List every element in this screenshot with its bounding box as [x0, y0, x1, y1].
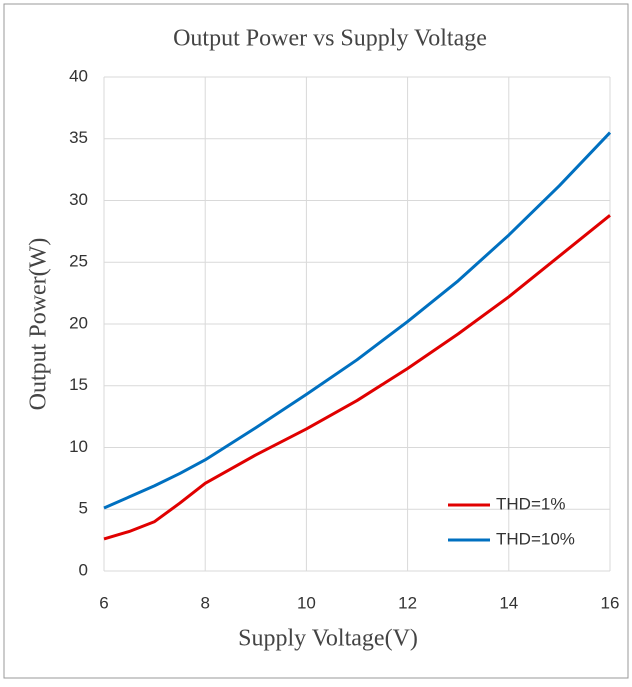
chart-title: Output Power vs Supply Voltage [173, 26, 487, 52]
x-tick-label: 12 [398, 593, 417, 612]
y-tick-label: 20 [69, 313, 88, 332]
y-tick-label: 15 [69, 375, 88, 394]
legend-label: THD=1% [496, 494, 565, 513]
y-axis-label: Output Power(W) [26, 238, 52, 411]
y-tick-label: 40 [69, 66, 88, 85]
line [103, 131, 612, 510]
x-tick-label: 14 [499, 593, 518, 612]
line [103, 214, 611, 541]
y-tick-label: 30 [69, 190, 88, 209]
x-tick-label: 6 [99, 593, 108, 612]
x-tick-label: 10 [297, 593, 316, 612]
y-tick-label: 10 [69, 437, 88, 456]
x-tick-label: 8 [200, 593, 209, 612]
x-axis-label: Supply Voltage(V) [238, 626, 418, 652]
y-tick-label: 0 [79, 560, 88, 579]
frame [3, 3, 629, 679]
x-tick-label: 16 [601, 593, 620, 612]
y-tick-label: 25 [69, 252, 88, 271]
y-tick-label: 35 [69, 128, 88, 147]
legend-label: THD=10% [496, 529, 575, 548]
y-tick-label: 5 [79, 499, 88, 518]
